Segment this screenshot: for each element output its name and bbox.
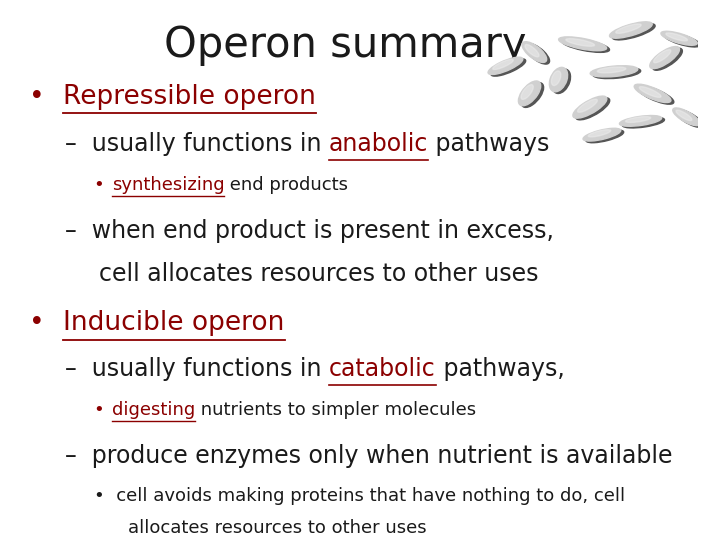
Text: •: • xyxy=(94,176,116,193)
Ellipse shape xyxy=(488,57,523,75)
Text: –  usually functions in: – usually functions in xyxy=(65,357,329,381)
Ellipse shape xyxy=(566,38,595,46)
Ellipse shape xyxy=(622,117,665,128)
Ellipse shape xyxy=(521,85,534,99)
Ellipse shape xyxy=(492,59,513,70)
Ellipse shape xyxy=(654,50,671,63)
Ellipse shape xyxy=(619,116,662,126)
Ellipse shape xyxy=(652,48,683,70)
Text: •: • xyxy=(29,310,61,336)
Ellipse shape xyxy=(521,83,544,107)
Ellipse shape xyxy=(616,24,642,33)
Ellipse shape xyxy=(552,69,570,93)
Ellipse shape xyxy=(576,98,610,120)
Ellipse shape xyxy=(649,46,680,69)
Ellipse shape xyxy=(518,81,541,106)
Text: –  when end product is present in excess,: – when end product is present in excess, xyxy=(65,219,554,242)
Ellipse shape xyxy=(522,42,546,63)
Ellipse shape xyxy=(525,44,539,57)
Ellipse shape xyxy=(573,96,607,118)
Ellipse shape xyxy=(598,67,626,73)
Ellipse shape xyxy=(577,99,598,112)
Text: pathways: pathways xyxy=(428,132,549,156)
Ellipse shape xyxy=(661,31,697,45)
Text: allocates resources to other uses: allocates resources to other uses xyxy=(128,519,427,537)
Ellipse shape xyxy=(610,22,652,38)
Ellipse shape xyxy=(666,33,688,41)
Text: Repressible operon: Repressible operon xyxy=(63,84,316,110)
Ellipse shape xyxy=(586,130,624,143)
Text: anabolic: anabolic xyxy=(329,132,428,156)
Ellipse shape xyxy=(639,86,661,97)
Ellipse shape xyxy=(672,108,700,126)
Ellipse shape xyxy=(583,129,621,141)
Text: •  cell avoids making proteins that have nothing to do, cell: • cell avoids making proteins that have … xyxy=(94,487,625,505)
Text: cell allocates resources to other uses: cell allocates resources to other uses xyxy=(99,262,539,286)
Ellipse shape xyxy=(626,117,651,123)
Ellipse shape xyxy=(549,68,567,92)
Ellipse shape xyxy=(675,110,703,127)
Ellipse shape xyxy=(562,38,610,52)
Text: –  usually functions in: – usually functions in xyxy=(65,132,329,156)
Ellipse shape xyxy=(593,68,641,79)
Ellipse shape xyxy=(676,110,692,120)
Ellipse shape xyxy=(637,86,674,104)
Text: Operon summary: Operon summary xyxy=(164,24,527,66)
Ellipse shape xyxy=(634,84,671,103)
Ellipse shape xyxy=(552,71,561,85)
Ellipse shape xyxy=(491,59,526,76)
Text: •: • xyxy=(94,401,116,418)
Ellipse shape xyxy=(664,33,700,47)
Ellipse shape xyxy=(559,37,607,51)
Text: digesting: digesting xyxy=(112,401,195,418)
Text: catabolic: catabolic xyxy=(329,357,436,381)
Text: end products: end products xyxy=(224,176,348,193)
Ellipse shape xyxy=(588,130,611,137)
Text: pathways,: pathways, xyxy=(436,357,564,381)
Text: synthesizing: synthesizing xyxy=(112,176,224,193)
Ellipse shape xyxy=(525,43,549,64)
Text: –  produce enzymes only when nutrient is available: – produce enzymes only when nutrient is … xyxy=(65,444,672,468)
Text: Inducible operon: Inducible operon xyxy=(63,310,284,336)
Ellipse shape xyxy=(613,23,655,40)
Text: nutrients to simpler molecules: nutrients to simpler molecules xyxy=(195,401,476,418)
Ellipse shape xyxy=(590,66,638,77)
Text: •: • xyxy=(29,84,61,110)
